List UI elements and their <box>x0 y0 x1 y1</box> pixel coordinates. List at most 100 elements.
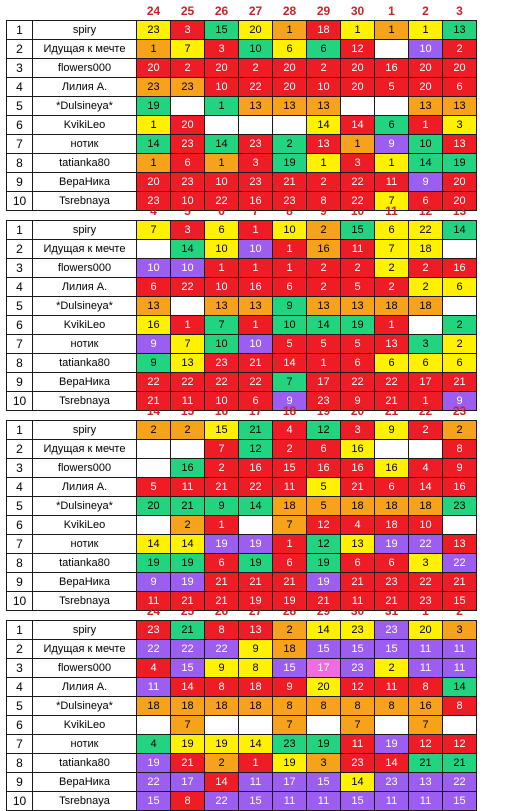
row-number: 4 <box>6 677 33 697</box>
table-row: 5 *Dulsineya* 13 13 13 9 13 13 18 18 <box>6 296 477 316</box>
score-cell: 6 <box>374 115 409 135</box>
row-number: 8 <box>6 353 33 373</box>
header-spacer <box>7 202 33 221</box>
score-cell: 21 <box>340 477 375 497</box>
participant-name: *Dulsineya* <box>32 96 137 116</box>
table-row: 4 Лилия А. 6 22 10 16 6 2 5 2 2 6 <box>6 277 477 297</box>
score-cell: 1 <box>408 20 443 40</box>
score-cell: 2 <box>306 258 341 278</box>
score-cell: 14 <box>340 115 375 135</box>
participant-name: Tsrebnaya <box>32 191 137 211</box>
score-cell: 13 <box>238 96 273 116</box>
date-header: 30 <box>350 4 365 18</box>
score-cell: 15 <box>306 772 341 792</box>
score-cell: 3 <box>340 153 375 173</box>
score-cell: 1 <box>408 115 443 135</box>
row-number: 9 <box>6 372 33 392</box>
score-cell: 3 <box>170 20 205 40</box>
date-header: 26 <box>214 4 229 18</box>
score-cell: 10 <box>170 191 205 211</box>
score-cell: 9 <box>374 134 409 154</box>
score-cell: 9 <box>136 572 171 592</box>
score-cell: 21 <box>204 591 239 611</box>
score-cell: 2 <box>306 58 341 78</box>
score-cell: 1 <box>136 153 171 173</box>
score-cell: 23 <box>136 191 171 211</box>
score-cell: 15 <box>170 658 205 678</box>
score-cell: 2 <box>136 420 171 440</box>
date-header: 25 <box>180 4 195 18</box>
score-cell: 6 <box>340 553 375 573</box>
score-cell: 12 <box>306 420 341 440</box>
score-cell: 2 <box>374 658 409 678</box>
score-cell: 2 <box>442 39 477 59</box>
score-cell: 19 <box>170 572 205 592</box>
row-number: 5 <box>6 696 33 716</box>
score-cell: 16 <box>238 277 273 297</box>
score-cell: 1 <box>136 115 171 135</box>
score-cell: 15 <box>136 791 171 811</box>
participant-name: Лилия А. <box>32 77 137 97</box>
date-header: 5 <box>184 204 191 218</box>
table-row: 3 flowers000 20 2 20 2 20 2 20 16 20 20 <box>6 58 477 78</box>
score-cell: 23 <box>340 753 375 773</box>
score-cell <box>442 296 477 316</box>
score-cell: 3 <box>408 334 443 354</box>
score-cell: 23 <box>442 496 477 516</box>
score-cell: 23 <box>136 20 171 40</box>
score-cell: 2 <box>272 134 307 154</box>
score-cell: 11 <box>136 591 171 611</box>
score-cell: 13 <box>442 534 477 554</box>
score-cell: 14 <box>238 496 273 516</box>
score-cell: 1 <box>272 534 307 554</box>
score-cell: 16 <box>238 458 273 478</box>
score-cell: 3 <box>340 420 375 440</box>
table-row: 2 Идущая к мечте 1 7 3 10 6 6 12 10 2 <box>6 39 477 59</box>
score-cell: 19 <box>238 534 273 554</box>
score-cell: 6 <box>204 553 239 573</box>
score-cell: 22 <box>136 772 171 792</box>
score-cell: 6 <box>306 39 341 59</box>
score-cell: 18 <box>408 496 443 516</box>
table-row: 8 tatianka80 9 13 23 21 14 1 6 6 6 6 <box>6 353 477 373</box>
score-cell: 2 <box>272 620 307 640</box>
score-cell: 4 <box>272 420 307 440</box>
score-cell: 11 <box>238 772 273 792</box>
score-cell: 8 <box>204 620 239 640</box>
participant-name: ВераНика <box>32 172 137 192</box>
score-cell: 3 <box>442 620 477 640</box>
participant-name: spiry <box>32 220 137 240</box>
score-cell: 10 <box>204 334 239 354</box>
score-cell <box>272 115 307 135</box>
participant-name: Tsrebnaya <box>32 591 137 611</box>
date-header: 1 <box>388 4 395 18</box>
score-cell: 7 <box>204 315 239 335</box>
score-cell: 16 <box>374 58 409 78</box>
score-cell <box>374 439 409 459</box>
score-cell: 15 <box>374 639 409 659</box>
row-number: 6 <box>6 715 33 735</box>
score-cell: 19 <box>374 534 409 554</box>
score-cell: 21 <box>374 591 409 611</box>
date-header: 29 <box>316 4 331 18</box>
table-block: 14 15 16 17 18 19 20 21 22 23 1 spiry 2 2 15 21 4 12 3 9 2 2 2… <box>6 402 477 611</box>
date-header: 28 <box>282 4 297 18</box>
row-number: 6 <box>6 115 33 135</box>
score-cell: 20 <box>136 496 171 516</box>
row-number: 8 <box>6 553 33 573</box>
score-cell: 22 <box>136 639 171 659</box>
score-cell: 6 <box>272 39 307 59</box>
score-cell: 9 <box>272 677 307 697</box>
score-cell: 12 <box>306 534 341 554</box>
row-number: 7 <box>6 334 33 354</box>
date-header: 15 <box>180 404 195 418</box>
score-cell: 20 <box>204 58 239 78</box>
row-number: 3 <box>6 258 33 278</box>
table-row: 7 нотик 4 19 19 14 23 19 11 19 12 12 <box>6 734 477 754</box>
score-cell: 14 <box>170 677 205 697</box>
score-cell: 6 <box>170 153 205 173</box>
score-cell: 18 <box>306 20 341 40</box>
score-cell: 14 <box>170 534 205 554</box>
date-header: 28 <box>282 604 297 618</box>
score-cell: 11 <box>408 658 443 678</box>
